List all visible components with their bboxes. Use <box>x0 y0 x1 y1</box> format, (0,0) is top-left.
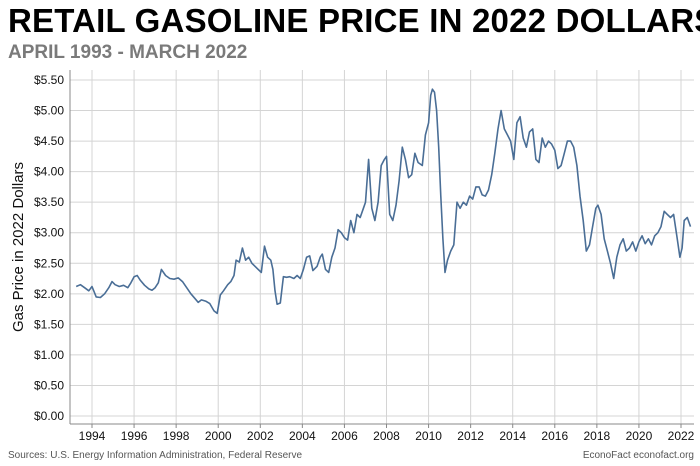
chart-subtitle: APRIL 1993 - MARCH 2022 <box>8 42 248 63</box>
chart-title: RETAIL GASOLINE PRICE IN 2022 DOLLARS <box>8 2 700 39</box>
source-note: Sources: U.S. Energy Information Adminis… <box>8 450 303 461</box>
y-tick-label: $2.50 <box>34 256 64 270</box>
x-tick-label: 2022 <box>668 429 695 443</box>
credit-note: EconoFact econofact.org <box>582 450 694 461</box>
x-tick-label: 2006 <box>331 429 358 443</box>
y-tick-label: $4.00 <box>34 165 64 179</box>
x-tick-label: 2000 <box>205 429 232 443</box>
x-tick-label: 2016 <box>541 429 568 443</box>
y-tick-label: $5.00 <box>34 104 64 118</box>
x-tick-label: 1996 <box>121 429 148 443</box>
y-tick-label: $5.50 <box>34 73 64 87</box>
x-tick-label: 2008 <box>373 429 400 443</box>
y-tick-label: $0.50 <box>34 378 64 392</box>
y-tick-label: $3.50 <box>34 195 64 209</box>
y-tick-label: $4.50 <box>34 134 64 148</box>
y-axis-label: Gas Price in 2022 Dollars <box>10 162 27 332</box>
y-tick-label: $0.00 <box>34 409 64 423</box>
x-tick-label: 1994 <box>79 429 106 443</box>
price-line <box>75 88 692 315</box>
x-tick-label: 2012 <box>457 429 484 443</box>
y-tick-label: $1.50 <box>34 317 64 331</box>
x-tick-label: 1998 <box>163 429 190 443</box>
y-tick-label: $1.00 <box>34 348 64 362</box>
y-tick-label: $2.00 <box>34 287 64 301</box>
x-tick-label: 2014 <box>499 429 526 443</box>
x-tick-label: 2004 <box>289 429 316 443</box>
x-tick-label: 2010 <box>415 429 442 443</box>
x-tick-label: 2020 <box>626 429 653 443</box>
x-tick-label: 2018 <box>584 429 611 443</box>
y-tick-label: $3.00 <box>34 226 64 240</box>
x-tick-label: 2002 <box>247 429 274 443</box>
